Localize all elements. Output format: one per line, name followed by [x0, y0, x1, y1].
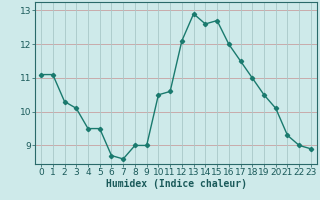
X-axis label: Humidex (Indice chaleur): Humidex (Indice chaleur): [106, 179, 246, 189]
